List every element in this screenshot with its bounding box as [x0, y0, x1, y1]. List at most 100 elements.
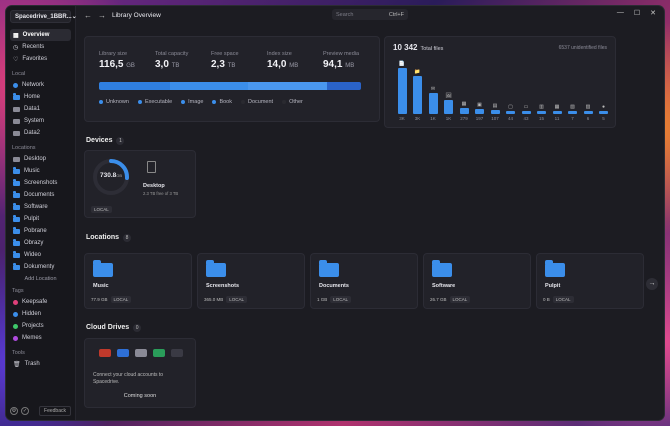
section-label-tools: Tools: [12, 350, 25, 356]
sidebar-item-location[interactable]: Documents: [10, 189, 71, 201]
storage-bar-segment: [248, 82, 327, 90]
feedback-button[interactable]: Feedback: [39, 406, 71, 416]
gear-icon[interactable]: ⚙: [10, 407, 18, 415]
unidentified-files: 6537 unidentified files: [558, 45, 607, 51]
devices-count-badge: 1: [116, 137, 125, 145]
sidebar-item-location[interactable]: Screenshots: [10, 177, 71, 189]
file-kind-column[interactable]: ▥ 15: [537, 104, 547, 121]
desktop-icon: [13, 156, 20, 162]
sidebar-item-recents[interactable]: ◷ Recents: [10, 41, 71, 53]
legend-item: Unknown: [99, 99, 129, 105]
file-kind-icon: ✉: [430, 86, 436, 93]
sidebar-item-location[interactable]: Pulpit: [10, 213, 71, 225]
sidebar-item-overview[interactable]: ▦ Overview: [10, 29, 71, 41]
legend-dot-icon: [282, 100, 287, 104]
file-kind-column[interactable]: ▣ 197: [475, 102, 485, 121]
file-kind-column[interactable]: ▭ 43: [521, 104, 531, 121]
sidebar-item-tag[interactable]: Hidden: [10, 308, 71, 320]
sidebar-item-network[interactable]: Network: [10, 79, 71, 91]
file-kind-column[interactable]: 📁 3K: [413, 69, 423, 121]
legend-label: Unknown: [106, 99, 129, 105]
sidebar-item-location[interactable]: Wideo: [10, 249, 71, 261]
stat-value: 94,1 MB: [323, 59, 359, 70]
sidebar-item-location[interactable]: Music: [10, 165, 71, 177]
file-kind-column[interactable]: 📄 3K: [397, 61, 407, 121]
location-meta: 77.9 GB LOCAL: [91, 296, 132, 303]
sidebar-item-tag[interactable]: Memes: [10, 332, 71, 344]
sidebar-item-location[interactable]: Dokumenty: [10, 261, 71, 273]
sidebar-item-location[interactable]: Obrazy: [10, 237, 71, 249]
location-card[interactable]: Documents 1 GB LOCAL: [310, 253, 418, 309]
sidebar-item-label: Data1: [24, 106, 41, 112]
tag-color-icon: [13, 323, 18, 329]
stat-unit: TB: [227, 63, 236, 69]
sidebar-item-tag[interactable]: Keepsafe: [10, 296, 71, 308]
sidebar-item-home[interactable]: Home: [10, 91, 71, 103]
file-kind-bar: [583, 111, 593, 114]
location-card[interactable]: Screenshots 365.0 MB LOCAL: [197, 253, 305, 309]
trash-icon: 🗑: [13, 361, 21, 368]
main-content: ← → Library Overview Search Ctrl+F — ☐ ✕…: [76, 6, 664, 420]
back-arrow-icon[interactable]: ←: [84, 10, 92, 20]
location-name: Screenshots: [206, 283, 240, 289]
location-name: Pulpit: [545, 283, 561, 289]
storage-bar-segment: [326, 82, 361, 90]
folder-icon: [13, 191, 20, 198]
drive-icon: [13, 130, 20, 136]
sidebar-item-tag[interactable]: Projects: [10, 320, 71, 332]
file-kind-bar: [552, 111, 562, 114]
storage-legend: Unknown Executable Image Book Document Other: [99, 99, 303, 105]
device-card-desktop[interactable]: 730.8GB Desktop 2.3 TB free of 3 TB LOCA…: [84, 150, 196, 218]
file-kind-column[interactable]: ▦ 279: [459, 101, 469, 121]
sidebar-item-label: Data2: [24, 130, 41, 136]
stat-item: Library size 116,5 GB: [99, 51, 135, 70]
sidebar-item-location[interactable]: Software: [10, 201, 71, 213]
file-kind-column[interactable]: ▤ 107: [490, 103, 500, 121]
file-kind-column[interactable]: ● 5: [599, 104, 609, 121]
close-icon[interactable]: ✕: [650, 10, 656, 17]
device-free-space: 2.3 TB free of 3 TB: [143, 191, 179, 196]
total-files-label: Total files: [420, 46, 444, 52]
folder-icon: [13, 179, 20, 186]
file-kind-icon: ▣: [477, 102, 482, 109]
sidebar-item-trash[interactable]: 🗑 Trash: [10, 358, 71, 370]
sidebar-item-location[interactable]: Desktop: [10, 153, 71, 165]
folder-icon: [206, 260, 226, 277]
file-kind-column[interactable]: ✉ 1K: [428, 86, 438, 121]
file-kind-icon: ●: [601, 104, 606, 110]
file-kind-count: 43: [523, 116, 529, 121]
file-kind-icon: ▧: [570, 104, 575, 110]
maximize-icon[interactable]: ☐: [633, 10, 641, 17]
file-kind-icon: 📁: [414, 69, 421, 76]
sidebar-tags-list: Keepsafe Hidden Projects Memes: [6, 296, 75, 344]
file-kind-column[interactable]: ▨ 6: [583, 104, 593, 121]
sidebar-item-favorites[interactable]: ♡ Favorites: [10, 53, 71, 65]
file-kind-column[interactable]: ▢ 44: [506, 104, 516, 121]
sidebar-item-system[interactable]: System: [10, 115, 71, 127]
file-kind-column[interactable]: ▦ 11: [552, 104, 562, 121]
file-kind-column[interactable]: 🖼 1K: [444, 93, 454, 121]
sidebar-item-location[interactable]: Pobrane: [10, 225, 71, 237]
add-location-button[interactable]: Add Location: [24, 276, 57, 282]
sidebar-item-data2[interactable]: Data2: [10, 127, 71, 139]
app-window: Spacedrive_1BBR... ⌄ ▦ Overview ◷ Recent…: [6, 6, 664, 420]
location-card[interactable]: Pulpit 0 B LOCAL: [536, 253, 644, 309]
stat-item: Free space 2,3 TB: [211, 51, 239, 70]
forward-arrow-icon[interactable]: →: [98, 10, 106, 20]
file-kinds-card: 10 342 Total files 6537 unidentified file…: [384, 36, 616, 128]
location-tag: LOCAL: [552, 296, 574, 303]
stat-unit: MB: [289, 63, 299, 69]
location-card[interactable]: Software 26.7 GB LOCAL: [423, 253, 531, 309]
total-files: 10 342 Total files: [393, 43, 443, 52]
check-icon[interactable]: ✓: [21, 407, 29, 415]
folder-icon: [545, 260, 565, 277]
minimize-icon[interactable]: —: [616, 9, 624, 16]
legend-dot-icon: [212, 100, 217, 104]
library-selector[interactable]: Spacedrive_1BBR... ⌄: [10, 10, 77, 23]
file-kind-count: 5: [602, 116, 605, 121]
sidebar-item-data1[interactable]: Data1: [10, 103, 71, 115]
search-input[interactable]: Search Ctrl+F: [332, 9, 408, 20]
location-card[interactable]: Music 77.9 GB LOCAL: [84, 253, 192, 309]
file-kind-column[interactable]: ▧ 7: [568, 104, 578, 121]
scroll-right-button[interactable]: →: [646, 278, 658, 290]
